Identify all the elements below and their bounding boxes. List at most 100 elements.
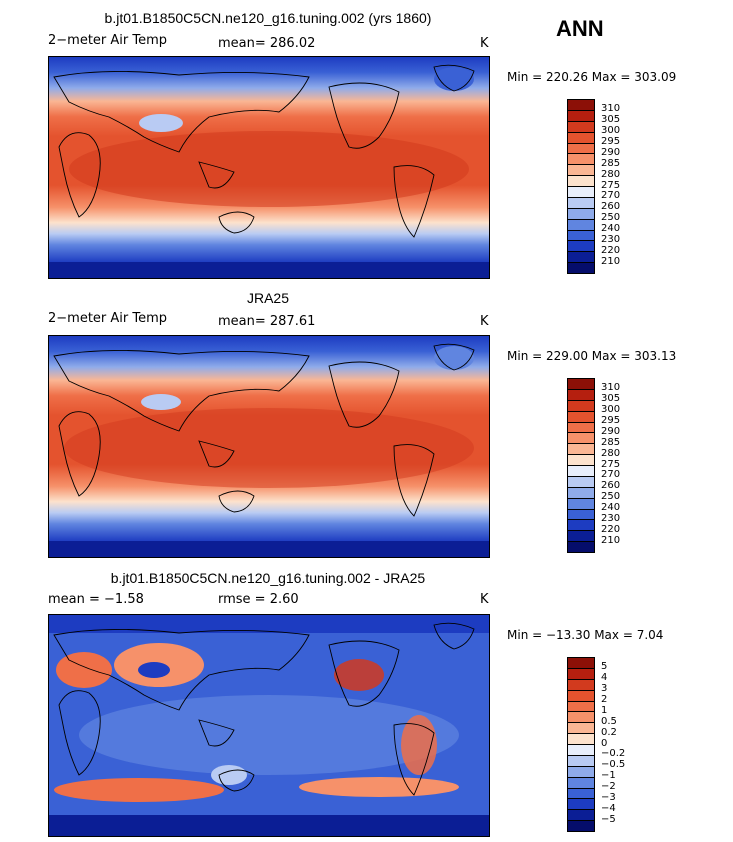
- panel2-tropical-band: [64, 408, 474, 488]
- colorbar-cell: [568, 487, 594, 499]
- panel1-minmax: Min = 220.26 Max = 303.09: [507, 70, 677, 84]
- colorbar-cell: [568, 679, 594, 691]
- colorbar-cell: [568, 498, 594, 510]
- colorbar-tick-label: 5: [601, 660, 608, 672]
- panel3-north-america-warm: [334, 659, 384, 691]
- colorbar-cell: [568, 132, 594, 144]
- panel3-title: b.jt01.B1850C5CN.ne120_g16.tuning.002 - …: [110, 570, 426, 586]
- colorbar-tick-label: −5: [601, 814, 616, 826]
- panel2-minmax: Min = 229.00 Max = 303.13: [507, 349, 677, 363]
- panel3-ocean-band: [79, 695, 459, 775]
- colorbar-tick-label: 240: [601, 223, 621, 235]
- colorbar-cell: [568, 176, 594, 187]
- colorbar-cell: [568, 252, 594, 264]
- colorbar-cell: [568, 400, 594, 412]
- colorbar-tick-label: 285: [601, 436, 621, 448]
- panel1-title: b.jt01.B1850C5CN.ne120_g16.tuning.002 (y…: [104, 10, 432, 26]
- colorbar-cell: [568, 509, 594, 521]
- panel1-tropical-band: [69, 131, 469, 207]
- colorbar-cell: [568, 734, 594, 745]
- colorbar-cell: [568, 143, 594, 155]
- panel3-colorbar-ticks: 5 4 3 2 1 0.5 0.2 0 −0.2 −0.5 −1 −2 −3 −4 −5: [601, 657, 641, 832]
- colorbar-tick-label: 300: [601, 124, 621, 136]
- season-title: ANN: [556, 16, 604, 41]
- colorbar-cell: [568, 208, 594, 220]
- colorbar-cell: [568, 531, 594, 543]
- colorbar-tick-label: 285: [601, 157, 621, 169]
- colorbar-tick-label: 260: [601, 201, 621, 213]
- colorbar-cell: [568, 219, 594, 231]
- colorbar-tick-label: 220: [601, 524, 621, 536]
- panel3-colorbar: [567, 657, 595, 832]
- colorbar-cell: [568, 810, 594, 822]
- colorbar-cell: [568, 433, 594, 445]
- colorbar-cell: [568, 658, 594, 669]
- colorbar-tick-label: −4: [601, 803, 616, 815]
- panel2-mean-label: mean= 287.61: [218, 314, 316, 329]
- panel2-colorbar-ticks: 310 305 300 295 290 285 280 275 270 260 250 240 230 2…: [601, 378, 641, 553]
- colorbar-tick-label: 240: [601, 502, 621, 514]
- panel3-south-america-warm: [401, 715, 437, 775]
- colorbar-cell: [568, 821, 594, 831]
- colorbar-tick-label: 0: [601, 737, 608, 749]
- panel2-antarctica: [49, 541, 489, 557]
- colorbar-tick-label: 0.2: [601, 726, 617, 738]
- colorbar-tick-label: 260: [601, 480, 621, 492]
- colorbar-tick-label: 3: [601, 682, 608, 694]
- colorbar-cell: [568, 542, 594, 552]
- colorbar-tick-label: 300: [601, 403, 621, 415]
- colorbar-tick-label: 1: [601, 704, 608, 716]
- panel1-map-svg: [49, 57, 489, 278]
- panel1-variable-label: 2−meter Air Temp: [48, 33, 168, 48]
- panel2-unit-label: K: [480, 314, 489, 329]
- panel2-map: [48, 335, 490, 558]
- panel3-arctic: [49, 615, 489, 633]
- colorbar-tick-label: −3: [601, 792, 616, 804]
- panel3-antarctica: [49, 815, 489, 836]
- colorbar-cell: [568, 263, 594, 273]
- colorbar-tick-label: 275: [601, 458, 621, 470]
- colorbar-cell: [568, 476, 594, 488]
- panel2-colorbar: [567, 378, 595, 553]
- panel3-mean-label: mean = −1.58: [48, 592, 144, 607]
- panel2-title: JRA25: [246, 290, 290, 306]
- colorbar-cell: [568, 241, 594, 253]
- panel1-colorbar-ticks: 310 305 300 295 290 285 280 275 270 260 250 240 230 2…: [601, 99, 641, 274]
- panel3-australia-mixed: [211, 765, 247, 785]
- colorbar-tick-label: −0.2: [601, 748, 626, 760]
- colorbar-tick-label: 305: [601, 392, 621, 404]
- colorbar-tick-label: −1: [601, 770, 616, 782]
- colorbar-tick-label: 210: [601, 256, 621, 268]
- colorbar-tick-label: 230: [601, 513, 621, 525]
- colorbar-cell: [568, 520, 594, 532]
- colorbar-cell: [568, 121, 594, 133]
- colorbar-tick-label: 250: [601, 212, 621, 224]
- colorbar-cell: [568, 777, 594, 789]
- colorbar-tick-label: 280: [601, 168, 621, 180]
- panel1-coastlines: [53, 64, 475, 238]
- colorbar-cell: [568, 755, 594, 767]
- panel3-map-svg: [49, 615, 489, 836]
- colorbar-tick-label: 310: [601, 102, 621, 114]
- colorbar-cell: [568, 690, 594, 702]
- panel1-greenland-cold: [434, 67, 474, 91]
- panel1-colorbar: [567, 99, 595, 274]
- panel1-unit-label: K: [480, 36, 489, 51]
- panel1-tibet-cold: [139, 114, 183, 132]
- panel3-africa-warm: [56, 652, 112, 688]
- colorbar-cell: [568, 230, 594, 242]
- colorbar-tick-label: 310: [601, 381, 621, 393]
- panel2-coastlines: [53, 343, 475, 517]
- colorbar-cell: [568, 100, 594, 111]
- colorbar-tick-label: −2: [601, 781, 616, 793]
- colorbar-cell: [568, 110, 594, 122]
- colorbar-cell: [568, 455, 594, 466]
- colorbar-tick-label: 295: [601, 135, 621, 147]
- colorbar-cell: [568, 788, 594, 800]
- colorbar-cell: [568, 745, 594, 756]
- panel1-mean-label: mean= 286.02: [218, 36, 316, 51]
- colorbar-tick-label: 270: [601, 469, 621, 481]
- panel3-unit-label: K: [480, 592, 489, 607]
- colorbar-cell: [568, 422, 594, 434]
- colorbar-tick-label: 210: [601, 535, 621, 547]
